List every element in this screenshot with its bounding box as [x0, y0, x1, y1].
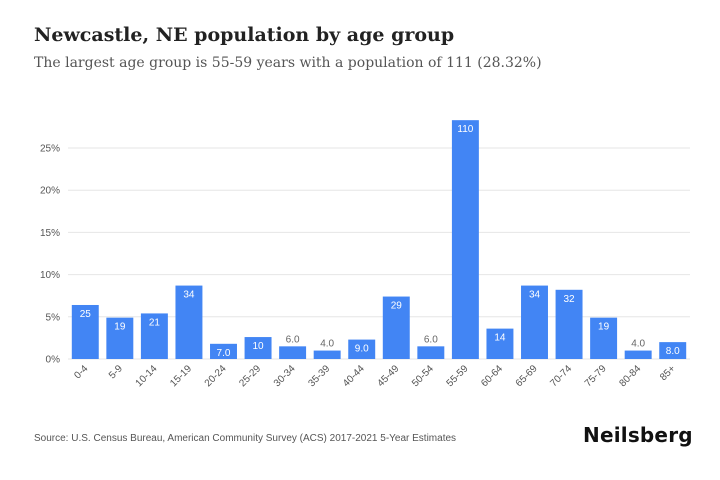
x-tick-label: 10-14 — [134, 363, 160, 389]
data-label: 14 — [494, 333, 506, 344]
x-tick-label: 30-34 — [272, 363, 298, 389]
data-label: 29 — [391, 301, 403, 312]
data-label: 34 — [183, 290, 195, 301]
bar — [175, 285, 203, 359]
data-label: 7.0 — [217, 348, 231, 359]
x-tick-label: 15-19 — [168, 363, 194, 389]
data-label: 32 — [563, 294, 575, 305]
x-tick-label: 0-4 — [72, 363, 90, 381]
data-label: 10 — [252, 341, 264, 352]
x-tick-label: 35-39 — [306, 363, 332, 389]
data-label: 25 — [80, 309, 92, 320]
data-label: 19 — [114, 322, 126, 333]
x-tick-label: 65-69 — [514, 363, 540, 389]
bar — [140, 313, 168, 359]
bar — [71, 304, 99, 359]
x-tick-label: 50-54 — [410, 363, 436, 389]
data-label: 8.0 — [666, 346, 680, 357]
x-tick-label: 75-79 — [583, 363, 609, 389]
x-tick-label: 60-64 — [479, 363, 505, 389]
data-label: 6.0 — [424, 334, 438, 345]
x-tick-label: 55-59 — [445, 363, 471, 389]
data-label: 4.0 — [320, 339, 334, 350]
bar — [624, 350, 652, 359]
x-tick-label: 70-74 — [548, 363, 574, 389]
bar — [244, 337, 272, 359]
x-tick-label: 40-44 — [341, 363, 367, 389]
x-tick-label: 20-24 — [203, 363, 229, 389]
bar-chart: 0% 5% 10% 15% 20% 25% 25 0-4 19 5-9 21 10-14 34 15-19… — [40, 120, 690, 389]
y-tick-label: 20% — [40, 186, 60, 197]
y-tick-label: 25% — [40, 144, 60, 155]
data-label: 6.0 — [286, 334, 300, 345]
bar — [279, 346, 307, 359]
y-tick-label: 15% — [40, 228, 60, 239]
chart-title: Newcastle, NE population by age group — [34, 24, 455, 46]
bar — [590, 317, 618, 359]
bar — [382, 296, 410, 359]
bar — [417, 346, 445, 359]
data-label: 34 — [529, 290, 541, 301]
bar — [555, 289, 583, 359]
y-tick-label: 0% — [46, 355, 61, 366]
bar — [348, 339, 376, 359]
data-label: 4.0 — [631, 339, 645, 350]
data-label: 9.0 — [355, 344, 369, 355]
bar — [521, 285, 548, 359]
source-note: Source: U.S. Census Bureau, American Com… — [34, 433, 457, 444]
y-tick-label: 10% — [40, 270, 60, 281]
x-tick-label: 80-84 — [617, 363, 643, 389]
x-tick-label: 25-29 — [237, 363, 263, 389]
brand-logo: Neilsberg — [583, 423, 693, 447]
bar — [210, 343, 237, 359]
bar — [313, 350, 341, 359]
data-label: 19 — [598, 322, 610, 333]
data-label: 21 — [149, 317, 161, 328]
x-tick-label: 5-9 — [107, 363, 125, 381]
bar — [659, 342, 687, 359]
chart-subtitle: The largest age group is 55-59 years wit… — [34, 55, 542, 71]
x-tick-label: 85+ — [658, 363, 678, 383]
y-tick-label: 5% — [46, 312, 61, 323]
bar — [106, 317, 134, 359]
data-label: 110 — [457, 124, 473, 135]
bar — [486, 328, 514, 359]
bar — [451, 120, 479, 359]
x-tick-label: 45-49 — [376, 363, 402, 389]
